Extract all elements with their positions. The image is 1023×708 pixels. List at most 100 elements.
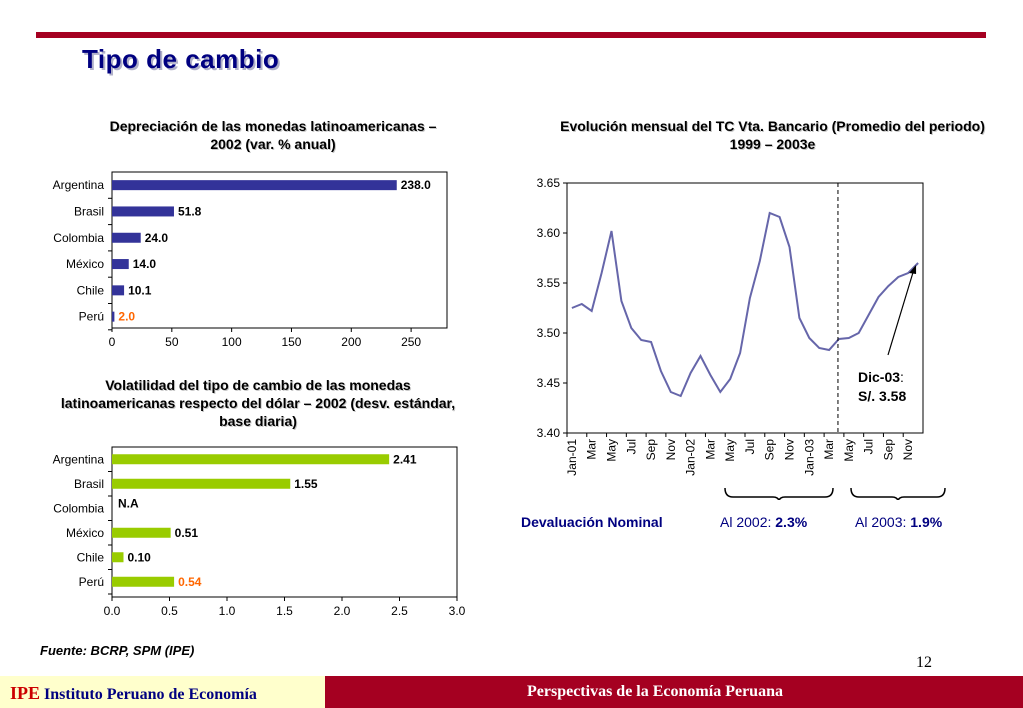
- value-label: 0.10: [128, 550, 152, 564]
- x-tick-label: Nov: [901, 439, 915, 460]
- category-label: México: [66, 526, 104, 540]
- annotation-date: Dic-03:: [858, 369, 904, 385]
- x-tick-label: Jan-02: [684, 439, 698, 476]
- top-accent-bar: [36, 32, 986, 38]
- x-tick-label: Nov: [664, 439, 678, 460]
- year-brace: [724, 487, 834, 500]
- value-label: N.A: [118, 496, 139, 510]
- x-tick-label: 1.0: [219, 604, 236, 618]
- page-number: 12: [916, 654, 932, 671]
- bar: [112, 311, 115, 322]
- x-tick-label: Jul: [862, 439, 876, 454]
- category-label: Colombia: [53, 501, 104, 515]
- x-tick-label: Sep: [763, 439, 777, 461]
- value-label: 238.0: [401, 178, 431, 192]
- exchange-rate-line-chart: 3.40 3.45 3.50 3.55 3.60 3.65 Jan-01 Mar May Jul S…: [537, 176, 946, 500]
- depreciation-bar-chart: 0 50 100 150 200 250 Argentina 238.0 Brasil 51.8 C…: [53, 171, 448, 349]
- x-tick-label: May: [723, 439, 737, 462]
- category-label: Perú: [79, 310, 104, 324]
- annotation-value: S/. 3.58: [858, 388, 906, 404]
- source-note: Fuente: BCRP, SPM (IPE): [40, 643, 195, 658]
- annotation-colon: :: [900, 369, 904, 385]
- category-label: Brasil: [74, 477, 104, 491]
- x-tick-label: 250: [401, 335, 421, 349]
- devaluation-2003-value: 1.9%: [910, 514, 943, 530]
- x-tick-label: 0.0: [104, 604, 121, 618]
- category-label: Chile: [77, 283, 105, 297]
- x-tick-label: 50: [165, 335, 179, 349]
- category-label: Argentina: [53, 452, 105, 466]
- x-tick-label: Jan-03: [802, 439, 816, 476]
- annotation-arrow-line: [887, 268, 915, 356]
- bar: [112, 259, 129, 270]
- y-tick-label: 3.60: [537, 226, 561, 240]
- value-label: 24.0: [145, 231, 169, 245]
- bar: [112, 576, 175, 587]
- category-label: Colombia: [53, 231, 104, 245]
- x-tick-label: Mar: [822, 439, 836, 460]
- bar: [112, 285, 125, 296]
- bar: [112, 552, 124, 563]
- plot-frame: [111, 446, 458, 598]
- institution-name: Instituto Peruano de Economía: [44, 686, 257, 703]
- value-label: 0.51: [175, 526, 199, 540]
- category-label: Chile: [77, 550, 105, 564]
- x-tick-label: 0: [109, 335, 116, 349]
- devaluation-2003-label: Al 2003:: [855, 514, 907, 530]
- value-label: 2.0: [118, 310, 135, 324]
- value-label: 1.55: [294, 477, 318, 491]
- plot-frame: [111, 171, 448, 329]
- value-label: 10.1: [128, 283, 152, 297]
- x-tick-label: 100: [222, 335, 242, 349]
- value-label: 2.41: [393, 452, 417, 466]
- footer-publication: Perspectivas de la Economía Peruana: [527, 683, 783, 700]
- x-tick-label: 2.5: [391, 604, 408, 618]
- x-tick-label: 2.0: [334, 604, 351, 618]
- x-tick-label: May: [605, 439, 619, 462]
- x-tick-label: 150: [281, 335, 301, 349]
- ipe-logo-text: IPE: [10, 683, 41, 703]
- value-label: 0.54: [178, 575, 202, 589]
- x-tick-label: 0.5: [161, 604, 178, 618]
- x-tick-label: 1.5: [276, 604, 293, 618]
- annotation-arrow-head: [909, 265, 917, 274]
- exchange-rate-chart-title: Evolución mensual del TC Vta. Bancario (…: [560, 118, 985, 152]
- x-tick-label: Sep: [644, 439, 658, 461]
- value-label: 51.8: [178, 204, 202, 218]
- bar: [112, 454, 390, 465]
- volatility-bar-chart: 0.0 0.5 1.0 1.5 2.0 2.5 3.0 Argentina 2.41 Brasil…: [53, 446, 466, 618]
- y-tick-label: 3.55: [537, 276, 561, 290]
- devaluation-2002-label: Al 2002:: [720, 514, 772, 530]
- x-tick-label: Mar: [703, 439, 717, 460]
- footer-bar: IPE Instituto Peruano de Economía Perspe…: [0, 676, 1023, 708]
- footer-logo: IPE Instituto Peruano de Economía: [10, 683, 257, 704]
- y-tick-label: 3.65: [537, 176, 561, 190]
- category-label: Argentina: [53, 178, 105, 192]
- bar: [112, 527, 171, 538]
- x-tick-label: Nov: [783, 439, 797, 460]
- bar: [112, 478, 291, 489]
- category-label: Brasil: [74, 204, 104, 218]
- x-tick-label: Sep: [881, 439, 895, 461]
- depreciation-chart-title: Depreciación de las monedas latinoameric…: [109, 118, 437, 152]
- x-tick-label: Mar: [585, 439, 599, 460]
- exchange-rate-series-line: [571, 211, 919, 398]
- value-label: 14.0: [133, 257, 157, 271]
- volatility-chart-title: Volatilidad del tipo de cambio de las mo…: [60, 377, 456, 429]
- devaluation-2002: Al 2002: 2.3%: [720, 514, 807, 530]
- x-tick-label: 200: [341, 335, 361, 349]
- y-tick-label: 3.45: [537, 376, 561, 390]
- x-tick-label: Jan-01: [565, 439, 579, 476]
- devaluation-2002-value: 2.3%: [775, 514, 808, 530]
- bar: [112, 180, 397, 191]
- bar: [112, 232, 141, 243]
- x-tick-label: Jul: [624, 439, 638, 454]
- x-tick-label: Jul: [743, 439, 757, 454]
- category-label: México: [66, 257, 104, 271]
- bar: [112, 206, 174, 217]
- devaluation-label: Devaluación Nominal: [521, 514, 663, 530]
- year-brace: [850, 487, 946, 500]
- y-tick-label: 3.40: [537, 426, 561, 440]
- footer-logo-panel: IPE Instituto Peruano de Economía: [0, 676, 325, 708]
- devaluation-2003: Al 2003: 1.9%: [855, 514, 942, 530]
